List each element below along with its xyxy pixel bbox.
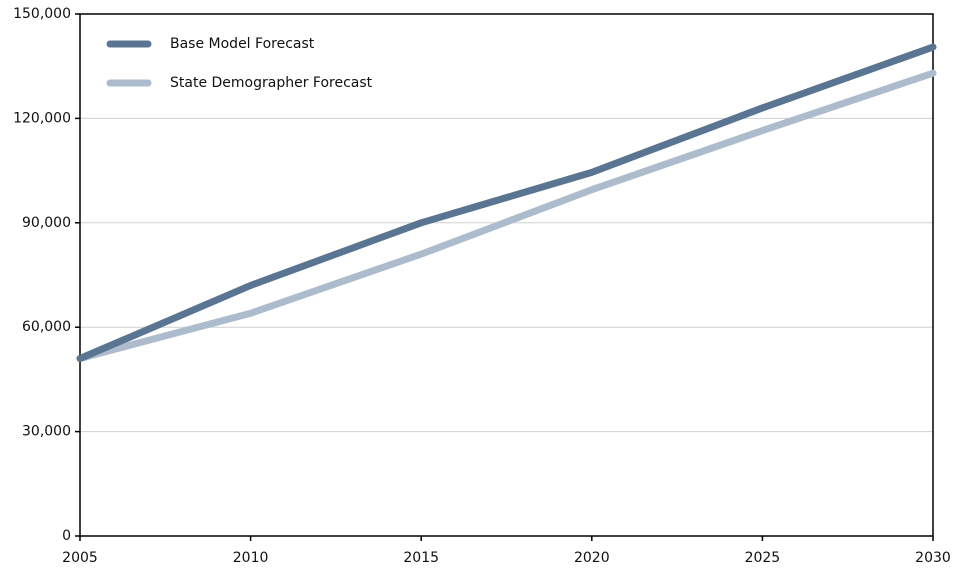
legend-label: State Demographer Forecast	[170, 75, 373, 91]
y-tick-label: 60,000	[22, 319, 71, 335]
y-tick-label: 120,000	[13, 110, 71, 126]
legend-label: Base Model Forecast	[170, 36, 315, 52]
x-tick-label: 2015	[403, 550, 439, 566]
y-tick-label: 90,000	[22, 215, 71, 231]
x-tick-label: 2030	[915, 550, 951, 566]
x-tick-label: 2010	[233, 550, 269, 566]
x-tick-label: 2025	[745, 550, 781, 566]
x-tick-label: 2005	[62, 550, 98, 566]
plot-frame	[79, 13, 934, 537]
line-series	[76, 43, 937, 363]
y-tick-label: 0	[62, 528, 71, 544]
y-tick-label: 30,000	[22, 424, 71, 440]
y-tick-label: 150,000	[13, 6, 71, 22]
x-tick-label: 2020	[574, 550, 610, 566]
line-series	[76, 69, 937, 363]
